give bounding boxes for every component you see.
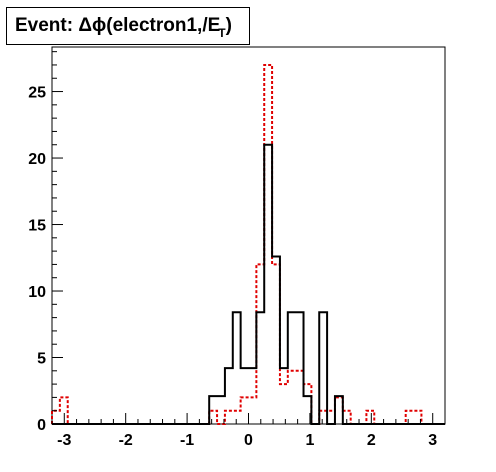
histogram-step-line-solid	[52, 143, 445, 425]
series-dashed	[51, 63, 445, 425]
y-tick-label: 0	[37, 417, 46, 434]
series-layer	[51, 63, 445, 425]
x-tick-label: 2	[367, 432, 376, 449]
x-tick-label: -3	[57, 432, 71, 449]
x-tick-label: 3	[428, 432, 437, 449]
y-tick-label: 5	[37, 351, 46, 368]
title-main: Event: Δϕ(electron1,	[15, 15, 203, 36]
series-solid	[52, 143, 445, 425]
chart-title: Event: Δϕ(electron1,/E T)	[6, 7, 250, 45]
y-tick-label: 10	[28, 284, 46, 301]
y-tick-label: 20	[28, 151, 46, 168]
title-close: )	[225, 15, 232, 36]
y-tick-label: 15	[28, 218, 46, 235]
x-tick-label: 0	[244, 432, 253, 449]
x-tick-label: -1	[180, 432, 194, 449]
histogram-step-line-dashed	[51, 63, 445, 425]
plot-frame	[51, 46, 446, 425]
title-met-symbol: /E	[202, 15, 221, 36]
title-met-subscript: T	[218, 26, 226, 40]
x-tick-label: -2	[119, 432, 133, 449]
axis-layer: -3 -2 -1 0 1 2 3 0 5 10 15 20 25	[28, 51, 446, 449]
y-tick-label: 25	[28, 85, 46, 102]
x-tick-label: 1	[305, 432, 314, 449]
